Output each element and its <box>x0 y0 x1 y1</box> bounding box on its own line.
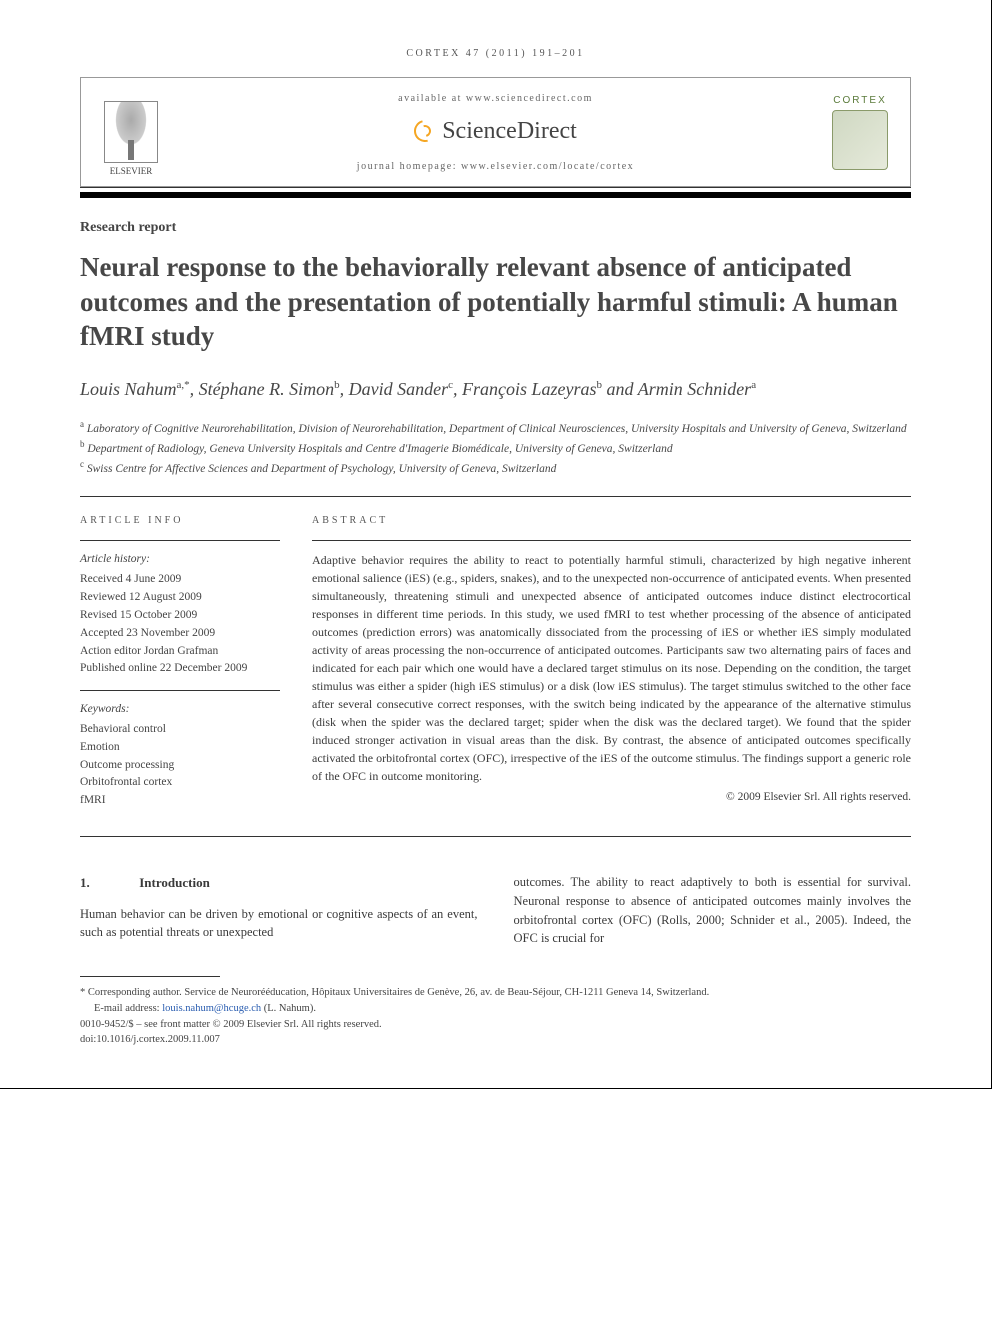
keyword-line: Emotion <box>80 739 280 757</box>
affiliation-line: c Swiss Centre for Affective Sciences an… <box>80 458 911 478</box>
thick-rule <box>80 192 911 198</box>
cortex-cover-icon <box>832 110 888 170</box>
history-line: Reviewed 12 August 2009 <box>80 589 280 607</box>
keyword-line: Behavioral control <box>80 721 280 739</box>
journal-homepage-line: journal homepage: www.elsevier.com/locat… <box>179 161 812 172</box>
keyword-line: fMRI <box>80 792 280 810</box>
article-type: Research report <box>80 220 911 236</box>
body-col-left: 1. Introduction Human behavior can be dr… <box>80 873 478 948</box>
history-line: Received 4 June 2009 <box>80 571 280 589</box>
journal-header-inner: ELSEVIER available at www.sciencedirect.… <box>80 77 911 187</box>
email-link[interactable]: louis.nahum@hcuge.ch <box>162 1003 261 1014</box>
header-center: available at www.sciencedirect.com Scien… <box>179 93 812 172</box>
affiliation-line: a Laboratory of Cognitive Neurorehabilit… <box>80 418 911 438</box>
footnote-rule <box>80 976 220 977</box>
email-label: E-mail address: <box>94 1003 162 1014</box>
keyword-line: Orbitofrontal cortex <box>80 774 280 792</box>
history-line: Action editor Jordan Grafman <box>80 643 280 661</box>
rule-below-abstract <box>80 836 911 837</box>
article-history-head: Article history: <box>80 551 280 569</box>
abstract-copyright: © 2009 Elsevier Srl. All rights reserved… <box>312 789 911 806</box>
elsevier-logo: ELSEVIER <box>95 88 167 176</box>
affiliations: a Laboratory of Cognitive Neurorehabilit… <box>80 418 911 478</box>
info-abstract-row: ARTICLE INFO Article history: Received 4… <box>80 513 911 822</box>
abstract-text: Adaptive behavior requires the ability t… <box>312 551 911 785</box>
running-head: CORTEX 47 (2011) 191–201 <box>80 48 911 59</box>
article-title: Neural response to the behaviorally rele… <box>80 250 911 354</box>
section-heading-intro: 1. Introduction <box>80 873 478 893</box>
article-history: Article history: Received 4 June 2009Rev… <box>80 551 280 678</box>
body-col-right: outcomes. The ability to react adaptivel… <box>514 873 912 948</box>
elsevier-label: ELSEVIER <box>110 166 153 176</box>
keyword-line: Outcome processing <box>80 757 280 775</box>
footnotes: * Corresponding author. Service de Neuro… <box>80 985 911 1048</box>
history-line: Revised 15 October 2009 <box>80 607 280 625</box>
history-line: Accepted 23 November 2009 <box>80 625 280 643</box>
info-rule-2 <box>80 690 280 691</box>
front-matter-line: 0010-9452/$ – see front matter © 2009 El… <box>80 1017 911 1033</box>
abs-rule <box>312 540 911 541</box>
sciencedirect-swirl-icon <box>410 116 440 146</box>
article-info-column: ARTICLE INFO Article history: Received 4… <box>80 513 280 822</box>
cortex-logo: CORTEX <box>824 95 896 170</box>
authors: Louis Nahuma,*, Stéphane R. Simonb, Davi… <box>80 376 911 402</box>
page: CORTEX 47 (2011) 191–201 ELSEVIER availa… <box>0 0 991 1088</box>
affiliation-line: b Department of Radiology, Geneva Univer… <box>80 438 911 458</box>
available-at-line: available at www.sciencedirect.com <box>179 93 812 104</box>
email-line: E-mail address: louis.nahum@hcuge.ch (L.… <box>80 1001 911 1017</box>
sciencedirect-name: ScienceDirect <box>442 118 577 145</box>
keywords-block: Keywords: Behavioral controlEmotionOutco… <box>80 701 280 810</box>
history-line: Published online 22 December 2009 <box>80 660 280 678</box>
journal-header: ELSEVIER available at www.sciencedirect.… <box>80 77 911 188</box>
email-suffix: (L. Nahum). <box>261 1003 316 1014</box>
rule-above-abstract <box>80 496 911 497</box>
elsevier-tree-icon <box>104 101 158 163</box>
keywords-head: Keywords: <box>80 701 280 719</box>
abstract-column: ABSTRACT Adaptive behavior requires the … <box>312 513 911 822</box>
sciencedirect-logo: ScienceDirect <box>414 118 577 145</box>
intro-para-right: outcomes. The ability to react adaptivel… <box>514 873 912 948</box>
info-rule-1 <box>80 540 280 541</box>
intro-para-left: Human behavior can be driven by emotiona… <box>80 905 478 943</box>
cortex-label: CORTEX <box>824 95 896 106</box>
section-title: Introduction <box>139 875 210 890</box>
abstract-head: ABSTRACT <box>312 513 911 528</box>
article-info-head: ARTICLE INFO <box>80 513 280 529</box>
corresponding-author: * Corresponding author. Service de Neuro… <box>80 985 911 1001</box>
body-columns: 1. Introduction Human behavior can be dr… <box>80 873 911 948</box>
section-number: 1. <box>80 873 136 893</box>
doi-line: doi:10.1016/j.cortex.2009.11.007 <box>80 1032 911 1048</box>
